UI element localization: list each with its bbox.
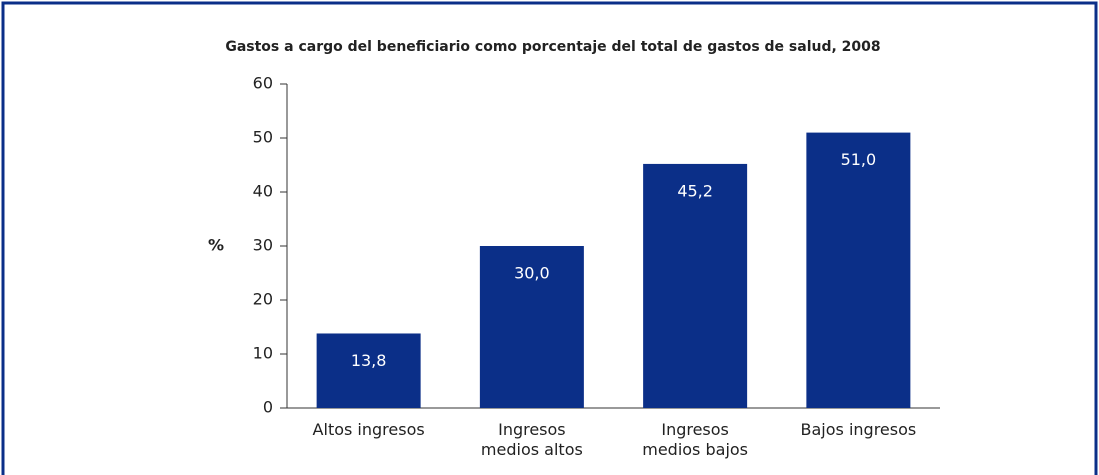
value-label: 30,0 <box>514 264 550 283</box>
y-tick-label: 0 <box>263 398 273 417</box>
value-label: 13,8 <box>351 351 387 370</box>
y-tick-label: 30 <box>253 236 273 255</box>
x-tick-label: Altos ingresos <box>312 420 425 439</box>
y-axis-label: % <box>208 236 224 255</box>
y-tick-label: 40 <box>253 182 273 201</box>
value-label: 51,0 <box>841 150 877 169</box>
bar <box>316 333 421 408</box>
chart-title: Gastos a cargo del beneficiario como por… <box>225 39 880 55</box>
y-tick-label: 50 <box>253 128 273 147</box>
bar <box>643 163 748 408</box>
bar <box>479 246 584 408</box>
bar <box>806 132 911 408</box>
y-tick-label: 60 <box>253 74 273 93</box>
x-tick-label: Bajos ingresos <box>800 420 917 439</box>
value-label: 45,2 <box>677 181 713 200</box>
y-tick-label: 10 <box>253 344 273 363</box>
y-tick-label: 20 <box>253 290 273 309</box>
x-tick-label: Ingresos medios bajos <box>642 420 749 459</box>
x-tick-label: Ingresos medios altos <box>480 420 583 459</box>
